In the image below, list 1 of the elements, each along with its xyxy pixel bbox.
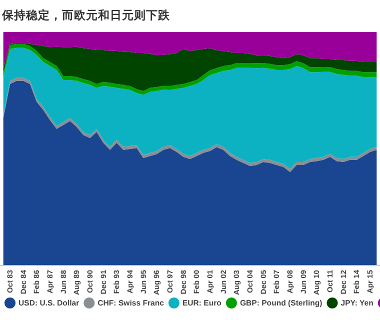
chart-title: 保持稳定，而欧元和日元则下跌 [1,8,171,22]
